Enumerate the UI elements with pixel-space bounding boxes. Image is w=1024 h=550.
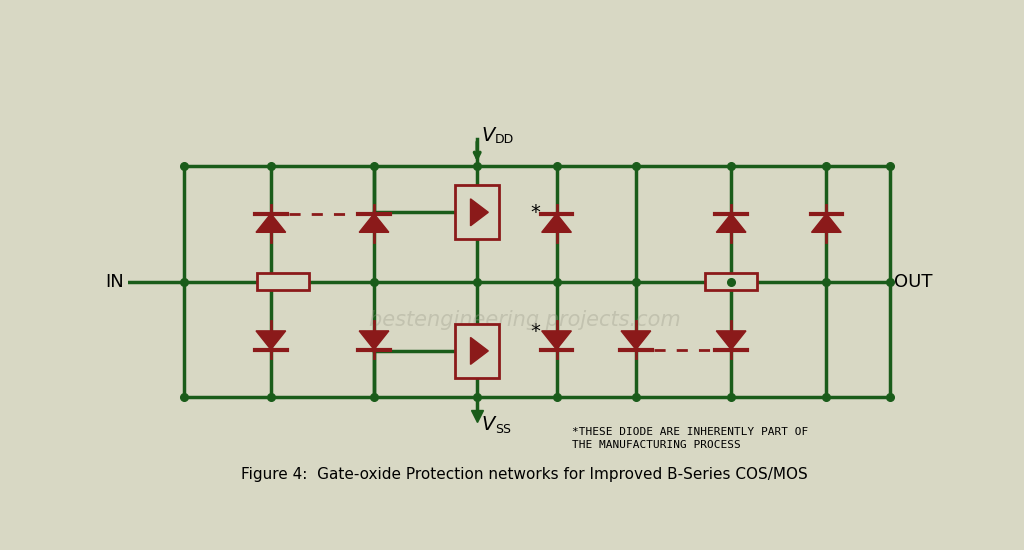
Polygon shape bbox=[717, 214, 745, 232]
Polygon shape bbox=[470, 199, 488, 226]
Polygon shape bbox=[470, 338, 488, 365]
Text: *: * bbox=[529, 203, 541, 222]
Polygon shape bbox=[256, 331, 286, 349]
Bar bbox=[455, 185, 500, 239]
Polygon shape bbox=[359, 214, 389, 232]
Text: IN: IN bbox=[105, 273, 124, 290]
Text: SS: SS bbox=[495, 423, 511, 436]
Polygon shape bbox=[542, 214, 571, 232]
Text: bestengineering projects.com: bestengineering projects.com bbox=[369, 310, 681, 330]
Polygon shape bbox=[717, 331, 745, 349]
Text: OUT: OUT bbox=[894, 273, 932, 290]
Text: V: V bbox=[481, 415, 495, 433]
Polygon shape bbox=[359, 331, 389, 349]
Bar bbox=[455, 324, 500, 378]
Text: DD: DD bbox=[495, 134, 514, 146]
Polygon shape bbox=[256, 214, 286, 232]
Text: THE MANUFACTURING PROCESS: THE MANUFACTURING PROCESS bbox=[572, 440, 741, 450]
Polygon shape bbox=[622, 331, 650, 349]
Text: Figure 4:  Gate-oxide Protection networks for Improved B-Series COS/MOS: Figure 4: Gate-oxide Protection networks… bbox=[242, 466, 808, 482]
Bar bbox=[706, 273, 757, 290]
Polygon shape bbox=[542, 331, 571, 349]
Text: *THESE DIODE ARE INHERENTLY PART OF: *THESE DIODE ARE INHERENTLY PART OF bbox=[572, 427, 809, 437]
Bar bbox=[257, 273, 308, 290]
Text: V: V bbox=[481, 126, 495, 145]
Text: *: * bbox=[529, 322, 541, 341]
Polygon shape bbox=[812, 214, 841, 232]
